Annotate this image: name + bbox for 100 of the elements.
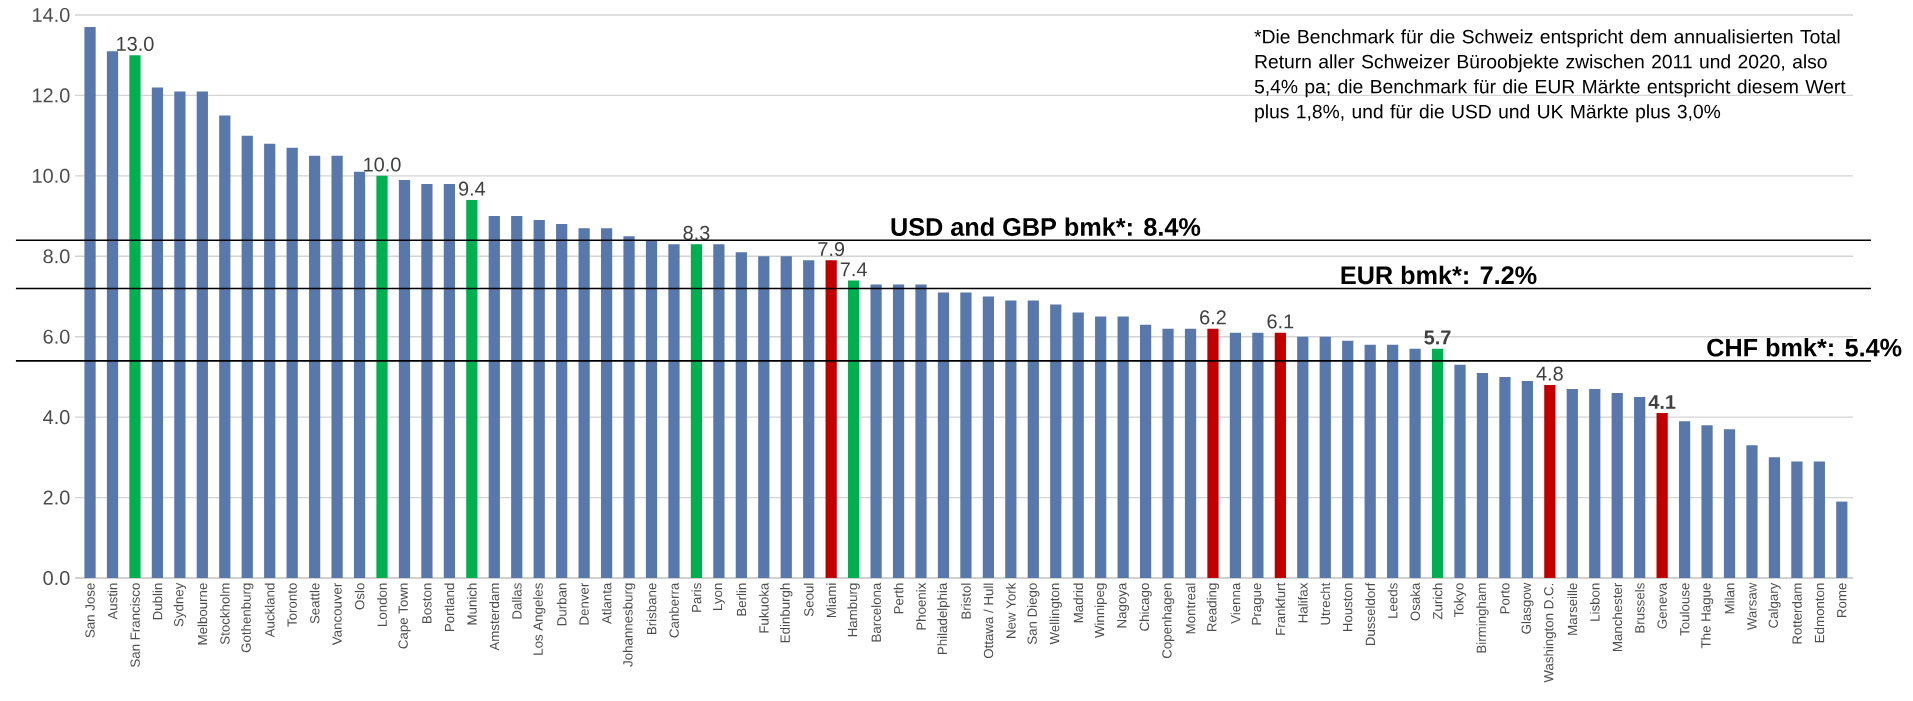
x-tick-label: Halifax xyxy=(1297,582,1308,623)
bar xyxy=(129,55,141,578)
bar xyxy=(1566,388,1578,578)
data-label: 9.4 xyxy=(458,181,486,196)
x-tick-label: Berlin xyxy=(736,583,747,616)
x-tick-label: Edmonton xyxy=(1814,583,1825,643)
x-tick-label: Osaka xyxy=(1410,582,1420,621)
bar xyxy=(713,244,725,578)
y-tick-label: 0.0 xyxy=(43,570,70,586)
bar xyxy=(1589,388,1601,578)
x-tick-label: Ottawa / Hull xyxy=(983,583,994,659)
bar xyxy=(735,252,747,578)
x-tick-label: Winnipeg xyxy=(1094,583,1107,639)
data-label: 7.4 xyxy=(840,262,867,277)
bar xyxy=(1701,425,1713,578)
x-tick-label: Marseille xyxy=(1567,583,1578,635)
bar xyxy=(1746,445,1758,578)
x-tick-label: Brussels xyxy=(1634,583,1645,633)
bar xyxy=(309,155,321,578)
y-tick-label: 2.0 xyxy=(43,490,70,505)
bar xyxy=(623,236,635,578)
bar xyxy=(1050,304,1062,578)
bar xyxy=(1319,336,1331,578)
bar xyxy=(174,91,186,578)
x-tick-label: Fukuoka xyxy=(758,582,769,633)
bar xyxy=(1813,461,1825,578)
bar xyxy=(1409,348,1421,578)
bar xyxy=(1005,300,1017,578)
y-tick-label: 14.0 xyxy=(33,7,70,23)
bar xyxy=(106,51,119,578)
x-tick-label: Montreal xyxy=(1185,583,1196,634)
bar xyxy=(1678,421,1691,578)
x-tick-label: Nagoya xyxy=(1117,582,1130,628)
data-label: 6.1 xyxy=(1267,314,1294,329)
x-tick-label: San Francisco xyxy=(130,583,140,667)
bar xyxy=(915,284,927,578)
data-label: 8.3 xyxy=(683,225,710,240)
x-tick-label: Barcelona xyxy=(871,582,881,642)
y-tick-label: 4.0 xyxy=(43,410,70,425)
bar xyxy=(1207,328,1219,578)
bar xyxy=(556,224,568,578)
x-tick-label: Phoenix xyxy=(916,582,926,630)
bar xyxy=(1431,348,1444,578)
x-tick-label: Prague xyxy=(1251,583,1264,625)
ref-line-label: CHF bmk*: 5.4% xyxy=(1707,338,1902,357)
bar xyxy=(219,115,231,578)
x-tick-label: Atlanta xyxy=(601,582,612,625)
x-tick-label: Glasgow xyxy=(1521,582,1534,634)
x-tick-label: Dallas xyxy=(511,583,522,619)
x-tick-label: Perth xyxy=(893,583,904,614)
bar xyxy=(241,135,253,578)
data-label: 10.0 xyxy=(364,157,401,172)
bar xyxy=(286,147,298,578)
y-tick-label: 10.0 xyxy=(33,168,70,183)
bar xyxy=(1364,344,1376,578)
x-tick-label: Boston xyxy=(422,583,432,623)
x-tick-label: Madrid xyxy=(1073,583,1084,623)
bar xyxy=(803,260,815,578)
x-tick-label: Zurich xyxy=(1432,583,1443,620)
x-tick-label: Leeds xyxy=(1387,583,1398,618)
bar xyxy=(1499,376,1511,578)
bar xyxy=(1476,372,1489,578)
bar xyxy=(533,220,545,578)
bar xyxy=(758,256,770,578)
bar xyxy=(1162,328,1174,578)
x-tick-label: Reading xyxy=(1206,583,1220,632)
x-tick-label: Calgary xyxy=(1768,582,1781,628)
y-tick-label: 8.0 xyxy=(43,249,70,264)
bar xyxy=(960,292,972,578)
x-tick-label: Birmingham xyxy=(1476,583,1489,653)
bar xyxy=(466,199,478,578)
bar xyxy=(1611,393,1623,578)
x-tick-label: Bristol xyxy=(961,583,971,619)
x-tick-label: Stockholm xyxy=(219,583,230,645)
x-tick-label: Munich xyxy=(466,583,477,625)
bar xyxy=(780,256,792,578)
x-tick-label: Frankfurt xyxy=(1275,582,1286,635)
x-tick-label: Rotterdam xyxy=(1792,583,1802,644)
x-tick-label: The Hague xyxy=(1700,583,1714,649)
x-tick-label: San Jose xyxy=(85,583,95,638)
x-tick-label: Houston xyxy=(1343,583,1353,632)
x-tick-label: Miami xyxy=(826,583,837,618)
x-tick-label: Porto xyxy=(1500,583,1510,614)
bar xyxy=(1454,364,1466,578)
x-tick-label: Seattle xyxy=(309,583,320,624)
bar xyxy=(600,228,613,578)
x-tick-label: Canberra xyxy=(669,582,679,638)
x-tick-label: Paris xyxy=(691,583,702,612)
data-label: 4.8 xyxy=(1536,366,1563,381)
bar xyxy=(892,284,905,578)
x-tick-label: Dusseldorf xyxy=(1365,582,1376,646)
x-tick-label: Seoul xyxy=(803,583,814,617)
bar xyxy=(1184,328,1197,578)
bar xyxy=(645,240,658,578)
bar xyxy=(1274,332,1286,578)
bar xyxy=(1297,336,1309,578)
bar xyxy=(1252,332,1264,578)
bar xyxy=(488,216,500,578)
bar xyxy=(398,179,411,578)
x-tick-label: Gothenburg xyxy=(241,583,254,653)
